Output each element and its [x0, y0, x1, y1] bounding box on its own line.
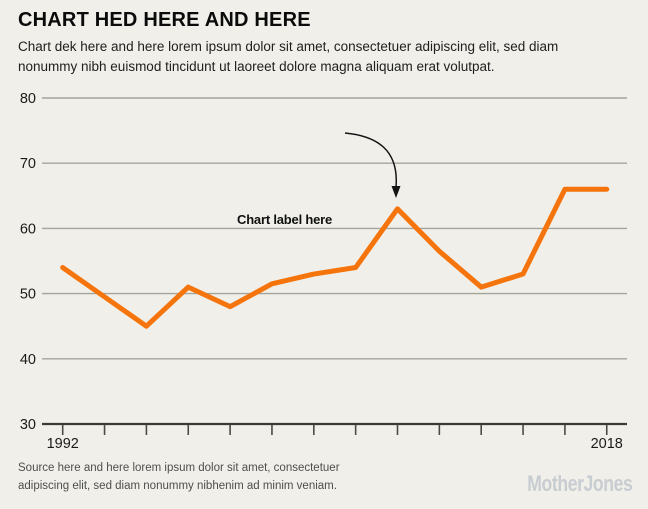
mother-jones-logo: MotherJones: [526, 471, 633, 496]
y-tick-label: 80: [20, 91, 36, 107]
line-chart: 30 40 50 60 70 80 1992 2018: [20, 91, 627, 452]
chart-area: 30 40 50 60 70 80 1992 2018 Chart label here: [0, 85, 648, 460]
x-tick-label: 1992: [47, 436, 79, 452]
source-note: Source here and here lorem ipsum dolor s…: [18, 462, 340, 492]
annotation-arrowhead-icon: [391, 186, 401, 198]
y-tick-label: 50: [20, 287, 36, 303]
chart-title: CHART HED HERE AND HERE: [18, 9, 311, 31]
y-tick-label: 60: [20, 221, 36, 237]
annotation-arrow: [344, 132, 397, 188]
chart-annotation-label: Chart label here: [237, 212, 333, 227]
chart-dek: Chart dek here and here lorem ipsum dolo…: [18, 39, 559, 74]
y-tick-label: 70: [20, 156, 36, 172]
y-tick-label: 30: [20, 417, 36, 433]
data-series-line: [60, 186, 610, 329]
y-tick-label: 40: [20, 352, 36, 368]
x-tick-label: 2018: [591, 436, 623, 452]
